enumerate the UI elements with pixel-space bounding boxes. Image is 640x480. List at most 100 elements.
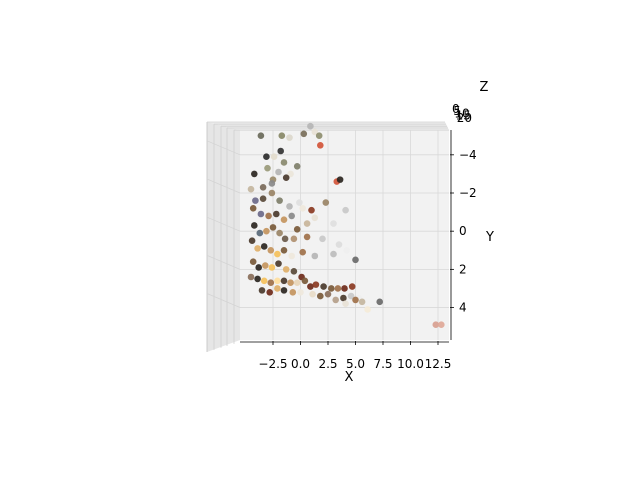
- data-point: [277, 147, 285, 155]
- y-tick-label: −4: [459, 148, 477, 162]
- data-point: [296, 199, 303, 206]
- y-tick-label: −2: [459, 186, 477, 200]
- y-tick-label: 4: [459, 301, 467, 315]
- z-tick-label: 20: [457, 111, 472, 125]
- data-point: [280, 216, 288, 224]
- data-point: [269, 224, 277, 231]
- data-point: [341, 285, 348, 292]
- data-point: [265, 212, 272, 220]
- data-point: [266, 288, 274, 296]
- left-pane: [207, 122, 240, 352]
- data-point: [252, 197, 259, 204]
- data-point: [251, 170, 258, 178]
- back-pane: [240, 130, 449, 340]
- data-point: [287, 170, 294, 178]
- data-point: [328, 285, 335, 292]
- data-point: [315, 132, 323, 140]
- data-point: [268, 180, 276, 187]
- y-tick-label: 2: [459, 262, 467, 276]
- data-point: [311, 214, 319, 222]
- data-point: [257, 132, 265, 140]
- x-tick-label: 10.0: [397, 357, 424, 371]
- x-tick-label: 5.0: [346, 357, 365, 371]
- data-point: [274, 285, 281, 292]
- data-point: [288, 252, 296, 260]
- data-point: [247, 273, 255, 281]
- z-tick-label: 0: [452, 102, 460, 116]
- data-point: [270, 153, 278, 161]
- data-point: [276, 229, 283, 237]
- data-point: [336, 176, 344, 183]
- data-point: [282, 266, 290, 273]
- x-axis-label: X: [345, 370, 354, 385]
- left-pane-gridline: [206, 216, 241, 232]
- x-tick-label: 2.5: [318, 357, 337, 371]
- data-point: [299, 248, 307, 256]
- data-point: [309, 290, 316, 298]
- x-tick-label: −2.5: [258, 357, 287, 371]
- data-point: [247, 185, 255, 193]
- data-point: [280, 287, 288, 294]
- z-tick-label: 5: [453, 104, 461, 118]
- left-pane-gridline: [206, 254, 241, 270]
- data-point: [281, 235, 289, 243]
- data-point: [257, 210, 265, 218]
- data-point: [303, 233, 311, 241]
- data-point: [334, 285, 342, 292]
- left-pane-gridline: [206, 178, 241, 194]
- data-point: [255, 264, 262, 271]
- data-point: [251, 222, 258, 229]
- data-point: [263, 227, 270, 235]
- data-point: [317, 292, 324, 300]
- data-point: [260, 243, 268, 250]
- data-point: [347, 292, 355, 300]
- data-point: [358, 298, 366, 306]
- data-point: [319, 235, 326, 243]
- data-point: [249, 258, 257, 266]
- data-point: [249, 204, 257, 212]
- data-point: [259, 195, 267, 203]
- data-point: [267, 246, 275, 254]
- y-axis-label: Y: [485, 230, 494, 245]
- data-point: [293, 162, 301, 170]
- data-point: [293, 279, 301, 287]
- data-point: [286, 203, 293, 210]
- data-point: [330, 250, 337, 258]
- data-point: [268, 189, 276, 197]
- data-point: [262, 262, 269, 269]
- data-point: [275, 168, 282, 176]
- points-layer: [247, 122, 445, 329]
- data-point: [376, 298, 384, 306]
- data-point: [287, 279, 294, 287]
- data-point: [432, 321, 440, 329]
- data-point: [289, 288, 297, 296]
- data-point: [288, 212, 296, 220]
- data-point: [293, 225, 301, 233]
- data-point: [258, 287, 266, 294]
- data-point: [342, 206, 349, 214]
- data-point: [308, 206, 315, 214]
- data-point: [330, 220, 337, 227]
- data-point: [264, 164, 271, 172]
- data-point: [307, 122, 314, 130]
- data-point: [290, 267, 298, 275]
- z-tick-label: 10: [454, 106, 469, 120]
- data-point: [307, 283, 314, 290]
- data-point: [322, 199, 330, 206]
- data-point: [276, 197, 283, 204]
- data-point: [273, 210, 280, 218]
- data-point: [317, 141, 324, 149]
- data-point: [320, 283, 327, 290]
- data-point: [260, 277, 268, 285]
- data-point: [312, 281, 320, 288]
- data-point: [340, 294, 347, 302]
- left-pane-gridline: [206, 140, 241, 156]
- data-point: [263, 153, 270, 161]
- data-point: [256, 229, 264, 237]
- data-point: [280, 277, 288, 285]
- data-point: [343, 246, 351, 254]
- data-point: [300, 130, 308, 138]
- data-point: [352, 296, 359, 304]
- x-tick-label: 12.5: [425, 357, 452, 371]
